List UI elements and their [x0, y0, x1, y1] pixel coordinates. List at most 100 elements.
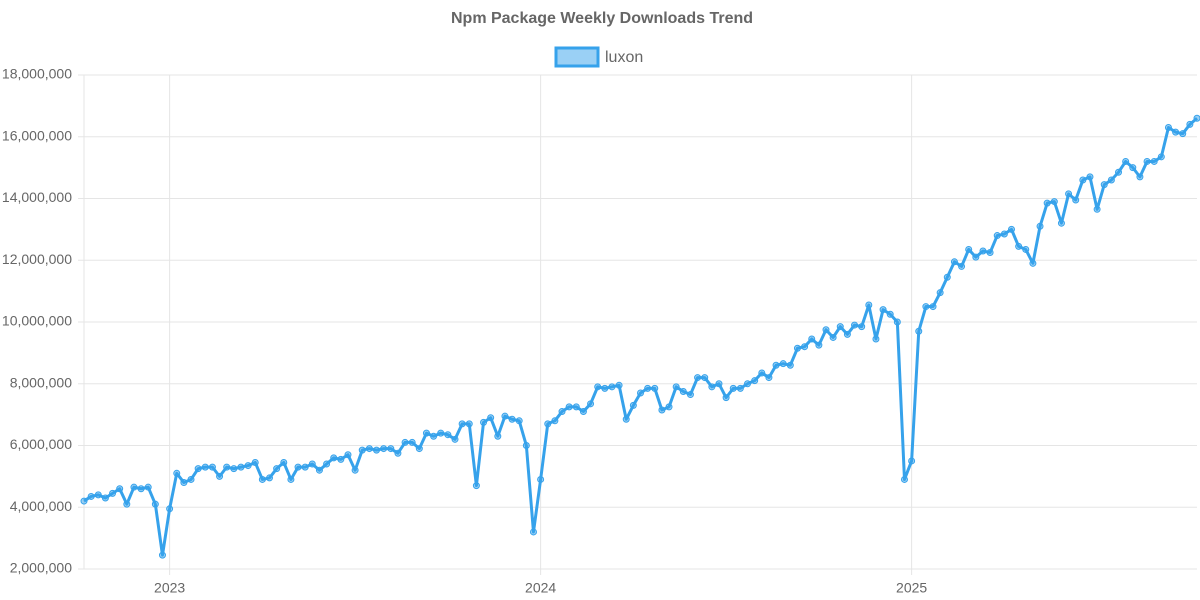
data-point — [965, 245, 973, 253]
data-point — [736, 384, 744, 392]
y-tick-label: 6,000,000 — [10, 436, 72, 452]
data-point — [629, 401, 637, 409]
data-point — [708, 383, 716, 391]
data-point — [958, 262, 966, 270]
data-point — [893, 318, 901, 326]
data-point — [301, 463, 309, 471]
data-point — [458, 420, 466, 428]
data-point — [751, 377, 759, 385]
data-point — [772, 361, 780, 369]
legend-label: luxon — [605, 49, 643, 66]
data-point — [637, 389, 644, 397]
data-point — [373, 446, 381, 454]
data-point — [900, 475, 908, 483]
data-point — [194, 465, 202, 473]
data-point — [351, 466, 359, 474]
data-point — [822, 326, 830, 334]
data-point — [515, 417, 523, 425]
data-point — [394, 449, 402, 457]
data-point — [858, 323, 866, 331]
data-point — [929, 303, 937, 311]
data-point — [230, 465, 238, 473]
data-point — [130, 483, 138, 491]
data-point — [601, 384, 609, 392]
data-point — [237, 463, 245, 471]
data-point — [1129, 164, 1137, 172]
data-point — [116, 485, 124, 493]
data-point — [344, 451, 352, 459]
data-point — [109, 489, 117, 497]
data-point — [1029, 259, 1037, 267]
data-point — [1193, 114, 1200, 122]
data-point — [444, 431, 452, 439]
data-point — [565, 403, 573, 411]
data-point — [258, 475, 266, 483]
data-point — [922, 303, 930, 311]
data-point — [1115, 168, 1123, 176]
data-point — [151, 500, 159, 508]
data-point — [1057, 219, 1065, 227]
data-point — [936, 289, 944, 297]
data-point — [1164, 123, 1172, 131]
data-point — [494, 432, 502, 440]
data-point — [1122, 157, 1130, 165]
data-point — [101, 494, 109, 502]
data-point — [694, 374, 702, 382]
data-point — [672, 383, 680, 391]
y-tick-label: 18,000,000 — [2, 66, 72, 82]
data-point — [587, 400, 595, 408]
data-point — [758, 369, 766, 377]
data-point — [465, 420, 473, 428]
data-point — [679, 387, 687, 395]
data-point — [401, 438, 409, 446]
data-point — [1008, 225, 1015, 233]
data-point — [943, 273, 951, 281]
data-point — [729, 384, 737, 392]
data-point — [387, 445, 395, 453]
data-point — [451, 435, 459, 443]
data-point — [1100, 181, 1108, 189]
data-point — [1186, 120, 1194, 128]
data-point — [950, 258, 958, 266]
data-point — [908, 457, 916, 465]
data-point — [594, 383, 602, 391]
data-point — [187, 475, 195, 483]
data-point — [166, 505, 174, 513]
data-point — [793, 344, 801, 352]
data-point — [1172, 128, 1180, 136]
data-point — [608, 383, 616, 391]
series-line — [83, 117, 1198, 557]
data-point — [779, 360, 787, 368]
data-point — [1079, 176, 1087, 184]
data-point — [358, 446, 366, 454]
data-point — [522, 442, 530, 449]
data-point — [87, 492, 95, 500]
data-point — [315, 466, 323, 474]
chart-title: Npm Package Weekly Downloads Trend — [451, 10, 753, 27]
x-tick-label: 2025 — [896, 580, 927, 596]
data-point — [365, 445, 373, 453]
data-point — [266, 474, 273, 482]
data-point — [836, 323, 844, 331]
data-point — [579, 408, 587, 416]
data-point — [915, 327, 923, 335]
data-point — [744, 380, 752, 388]
data-point — [615, 381, 623, 389]
data-point — [979, 247, 987, 255]
data-point — [851, 321, 859, 329]
data-point — [886, 310, 894, 318]
data-point — [551, 417, 559, 425]
data-point — [865, 301, 873, 309]
data-point — [1179, 130, 1187, 138]
data-point — [1086, 173, 1094, 181]
data-point — [529, 528, 537, 536]
data-point — [1157, 153, 1165, 161]
data-point — [872, 335, 880, 343]
data-point — [1136, 173, 1144, 181]
data-point — [537, 475, 545, 483]
data-point — [1015, 242, 1023, 250]
data-point — [472, 482, 480, 490]
data-point — [879, 306, 887, 314]
data-point — [686, 391, 694, 399]
